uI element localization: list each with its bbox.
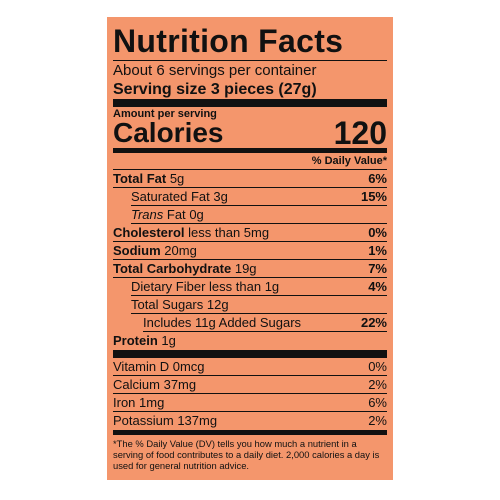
name: Saturated Fat [131, 189, 210, 204]
label-panel: Nutrition Facts About 6 servings per con… [107, 17, 393, 480]
name: Total Carbohydrate [113, 261, 232, 276]
dv: 0% [368, 225, 387, 240]
dv: 6% [368, 395, 387, 410]
dv-header: % Daily Value* [113, 153, 387, 170]
divider [113, 99, 387, 107]
nutrient-row: Protein 1g [113, 332, 387, 350]
vitamin-row: Vitamin D 0mcg 0% [113, 358, 387, 376]
amount: 137mg [177, 413, 218, 428]
amount: 0g [189, 207, 204, 222]
nutrient-row: Trans Fat 0g [131, 206, 387, 224]
nutrient-row: Cholesterol less than 5mg 0% [113, 224, 387, 242]
name: Vitamin D [113, 359, 170, 374]
vitamin-row: Iron 1mg 6% [113, 394, 387, 412]
amount: 5g [169, 171, 185, 186]
dv: 7% [368, 261, 387, 276]
dv: 4% [368, 279, 387, 294]
calories-row: Calories 120 [113, 115, 387, 151]
servings: About 6 servings per container [113, 62, 317, 79]
name: Total Fat [113, 171, 167, 186]
amount: 3g [213, 189, 228, 204]
vitamin-row: Calcium 37mg 2% [113, 376, 387, 394]
dv: 2% [368, 377, 387, 392]
amount: less than 5mg [188, 225, 270, 240]
name: Sodium [113, 243, 161, 258]
name: Potassium [113, 413, 174, 428]
name: Iron [113, 395, 136, 410]
name: Includes 11g Added Sugars [143, 315, 302, 330]
name: Calcium [113, 377, 160, 392]
nutrient-row: Total Fat 5g 6% [113, 170, 387, 188]
divider [113, 430, 387, 435]
nutrient-row: Dietary Fiber less than 1g 4% [131, 278, 387, 296]
amount: 1mg [139, 395, 165, 410]
nutrient-row: Sodium 20mg 1% [113, 242, 387, 260]
nutrient-row: Total Carbohydrate 19g 7% [113, 260, 387, 278]
amount: less than 1g [209, 279, 280, 294]
name: Cholesterol [113, 225, 185, 240]
footnote: *The % Daily Value (DV) tells you how mu… [113, 438, 380, 471]
nutrient-row: Saturated Fat 3g 15% [131, 188, 387, 206]
name: Total Sugars [131, 297, 204, 312]
dv: 22% [360, 315, 387, 330]
name: Protein [113, 333, 158, 348]
nutrient-row: Includes 11g Added Sugars 22% [143, 314, 387, 332]
title: Nutrition Facts [113, 22, 387, 61]
dv: 2% [368, 413, 387, 428]
amount: 12g [206, 297, 229, 312]
dv: 6% [368, 171, 387, 186]
name: Dietary Fiber [131, 279, 206, 294]
divider [113, 148, 387, 153]
dv: 1% [368, 243, 387, 258]
calories: 120 [333, 115, 387, 151]
calories-label: Calories [113, 117, 224, 148]
amount: 19g [234, 261, 257, 276]
nutrient-row: Total Sugars 12g [131, 296, 387, 314]
nutrition-facts: Nutrition Facts About 6 servings per con… [113, 22, 387, 474]
amount: 0mcg [172, 359, 205, 374]
divider [113, 350, 387, 358]
amount: 20mg [164, 243, 197, 258]
name: Fat [166, 207, 186, 222]
amount: 37mg [163, 377, 197, 392]
amount: 1g [161, 333, 176, 348]
serving-size: Serving size 3 pieces (27g) [113, 81, 317, 98]
name-italic: Trans [131, 207, 164, 222]
dv: 15% [360, 189, 387, 204]
dv: 0% [368, 359, 387, 374]
amount-per-serving: Amount per serving [113, 108, 217, 120]
vitamin-row: Potassium 137mg 2% [113, 412, 387, 430]
